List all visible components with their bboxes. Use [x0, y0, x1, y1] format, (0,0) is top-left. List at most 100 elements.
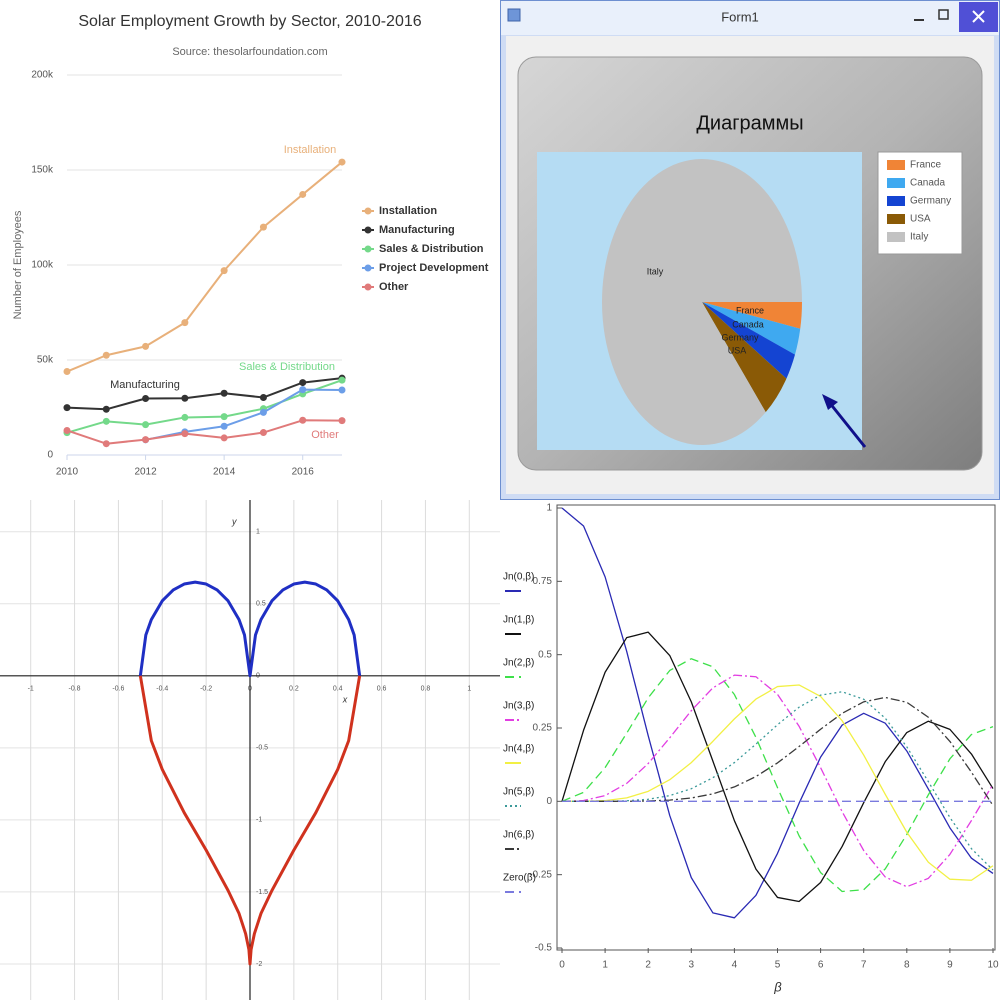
- x-tick-label: -0.8: [69, 686, 81, 693]
- data-point: [142, 394, 150, 402]
- chart-title: Диаграммы: [696, 112, 803, 134]
- pie-slice: [702, 302, 802, 329]
- pie-slice: [601, 158, 802, 445]
- data-point: [63, 426, 71, 434]
- legend-label: Jn(4,β): [503, 744, 534, 755]
- y-tick-label: 200k: [31, 70, 54, 81]
- series-line: [145, 388, 343, 441]
- x-tick-label: -0.4: [156, 686, 168, 693]
- x-tick-label: 3: [689, 960, 695, 971]
- legend-label: Other: [379, 281, 409, 293]
- x-tick-label: 0.8: [421, 686, 431, 693]
- data-point: [299, 386, 307, 394]
- y-tick-label: 0.5: [256, 601, 266, 608]
- data-point: [181, 319, 189, 327]
- data-point: [299, 190, 307, 198]
- x-tick-label: -0.6: [112, 686, 124, 693]
- data-point: [259, 393, 267, 401]
- series-line: [562, 691, 994, 871]
- pie-slice: [702, 302, 787, 413]
- data-point: [181, 413, 189, 421]
- series-line: [66, 377, 343, 411]
- data-point: [63, 404, 71, 412]
- y-tick-label: 0.25: [533, 723, 553, 734]
- data-point: [142, 421, 150, 429]
- x-tick-label: 9: [947, 960, 953, 971]
- legend-label: Jn(0,β): [503, 572, 534, 583]
- y-tick-label: -0.25: [529, 869, 552, 880]
- y-tick-label: -1.5: [256, 889, 268, 896]
- data-point: [338, 376, 346, 384]
- legend-label: Jn(2,β): [503, 658, 534, 669]
- x-tick-label: 2: [645, 960, 651, 971]
- data-point: [338, 158, 346, 166]
- x-tick-label: -1: [28, 686, 34, 693]
- maximize-button[interactable]: [938, 9, 949, 20]
- slice-label: Italy: [647, 266, 664, 276]
- window-title: Form1: [721, 9, 759, 24]
- x-tick-label: 0: [559, 960, 565, 971]
- y-tick-label: -2: [256, 961, 262, 968]
- legend-marker: [364, 245, 372, 253]
- legend-label: Italy: [910, 232, 928, 243]
- y-axis-label: Number of Employees: [12, 210, 24, 319]
- x-tick-label: 1: [602, 960, 608, 971]
- data-point: [63, 368, 71, 376]
- data-point: [220, 413, 228, 421]
- chart-title: Solar Employment Growth by Sector, 2010-…: [78, 13, 421, 30]
- legend-marker: [364, 264, 372, 272]
- x-tick-label: 0.4: [333, 686, 343, 693]
- y-tick-label: 1: [546, 503, 552, 514]
- x-tick-label: 6: [818, 960, 824, 971]
- y-tick-label: 0: [47, 450, 53, 461]
- y-tick-label: -0.5: [256, 745, 268, 752]
- legend-label: Jn(3,β): [503, 701, 534, 712]
- series-line: [561, 507, 994, 919]
- arrow: [827, 401, 867, 448]
- x-tick-label: 2016: [292, 467, 315, 478]
- pie-slice: [702, 302, 801, 355]
- data-point: [299, 416, 307, 424]
- data-point: [102, 440, 110, 448]
- x-tick-label: 0.6: [377, 686, 387, 693]
- x-tick-label: 2014: [213, 467, 236, 478]
- series-line: [66, 161, 343, 373]
- legend-label: Canada: [910, 178, 945, 189]
- close-icon: [972, 10, 985, 23]
- x-tick-label: -0.2: [200, 686, 212, 693]
- legend-marker: [364, 226, 372, 234]
- x-axis-label: β: [773, 979, 782, 994]
- data-point: [142, 342, 150, 350]
- y-tick-label: 1: [256, 529, 260, 536]
- legend-label: Germany: [910, 196, 951, 207]
- y-tick-label: -1: [256, 817, 262, 824]
- y-tick-label: 100k: [31, 260, 54, 271]
- slice-label: Germany: [721, 332, 759, 342]
- data-point: [299, 379, 307, 387]
- series-line: [138, 675, 362, 966]
- data-point: [102, 405, 110, 413]
- legend-label: Manufacturing: [379, 224, 455, 236]
- legend-label: USA: [910, 214, 931, 225]
- series-line: [66, 379, 343, 434]
- y-tick-label: 0.5: [538, 649, 552, 660]
- y-tick-label: -0.5: [535, 943, 553, 954]
- slice-label: USA: [728, 345, 747, 355]
- series-label: Manufacturing: [110, 379, 180, 391]
- data-point: [220, 434, 228, 442]
- legend-swatch: [887, 232, 905, 242]
- series-line: [66, 419, 343, 445]
- data-point: [102, 417, 110, 425]
- series-line: [561, 684, 994, 881]
- legend-label: Jn(1,β): [503, 615, 534, 626]
- slice-label: Canada: [732, 319, 764, 329]
- x-tick-label: 1: [467, 686, 471, 693]
- x-tick-label: 8: [904, 960, 910, 971]
- x-tick-label: 2012: [134, 467, 157, 478]
- y-tick-label: 0: [546, 796, 552, 807]
- data-point: [181, 430, 189, 438]
- legend-label: Jn(5,β): [503, 787, 534, 798]
- legend-swatch: [887, 178, 905, 188]
- data-point: [102, 351, 110, 359]
- legend-marker: [364, 207, 372, 215]
